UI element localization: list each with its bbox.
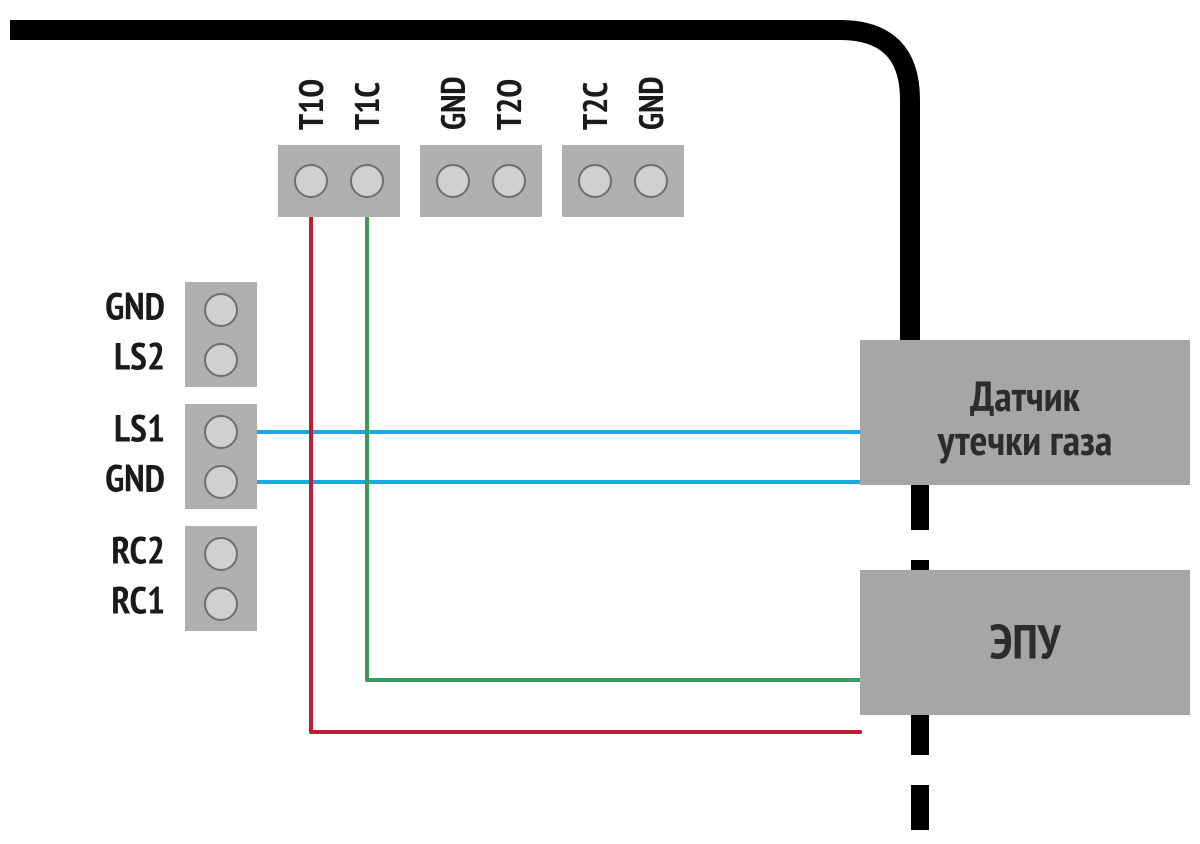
device-epu-label: ЭПУ bbox=[990, 611, 1062, 673]
left-terminal-ls2 bbox=[205, 344, 237, 376]
left-terminal-gnd bbox=[205, 466, 237, 498]
wiring-diagram: T1OT1CGNDT2OT2CGNDGNDLS2LS1GNDRC2RC1Датч… bbox=[0, 0, 1200, 844]
left-terminal-gnd bbox=[205, 294, 237, 326]
top-terminal-t1c bbox=[351, 165, 383, 197]
top-terminal-label-gnd: GND bbox=[431, 76, 475, 130]
left-terminal-rc1 bbox=[205, 588, 237, 620]
left-terminal-label-rc1: RC1 bbox=[111, 576, 165, 625]
top-terminal-gnd bbox=[635, 165, 667, 197]
top-terminal-t2o bbox=[493, 165, 525, 197]
left-terminal-label-gnd: GND bbox=[105, 454, 165, 503]
left-terminal-ls1 bbox=[205, 416, 237, 448]
top-terminal-label-t2o: T2O bbox=[487, 79, 531, 130]
device-gas-sensor-label-2: утечки газа bbox=[937, 412, 1113, 467]
left-terminal-rc2 bbox=[205, 538, 237, 570]
left-terminal-label-ls2: LS2 bbox=[114, 332, 165, 381]
top-terminal-label-gnd: GND bbox=[629, 76, 673, 130]
top-terminal-t2c bbox=[579, 165, 611, 197]
top-terminal-gnd bbox=[437, 165, 469, 197]
left-terminal-label-rc2: RC2 bbox=[111, 526, 165, 575]
left-terminal-label-gnd: GND bbox=[105, 282, 165, 331]
top-terminal-label-t2c: T2C bbox=[573, 82, 617, 130]
left-terminal-label-ls1: LS1 bbox=[114, 404, 165, 453]
top-terminal-label-t1c: T1C bbox=[345, 82, 389, 130]
top-terminal-label-t1o: T1O bbox=[289, 79, 333, 130]
top-terminal-t1o bbox=[295, 165, 327, 197]
